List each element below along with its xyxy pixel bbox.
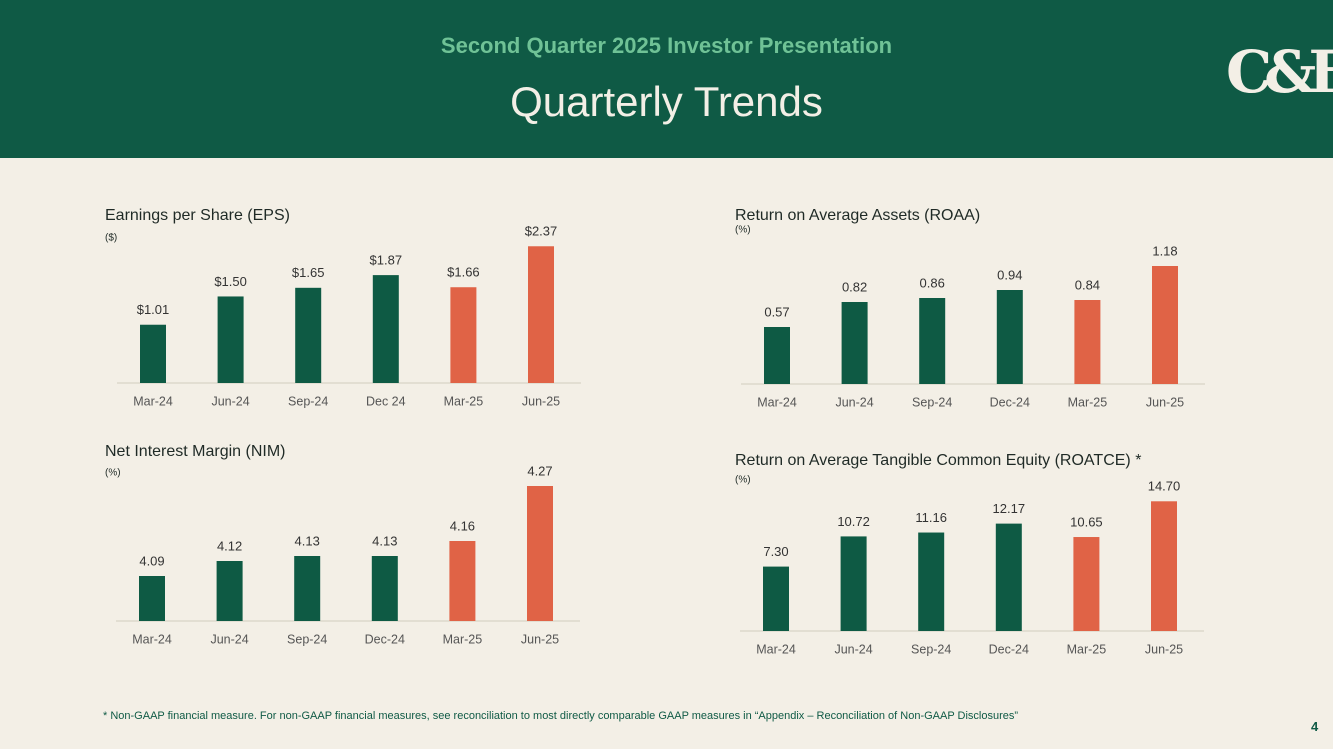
value-label: 10.72 bbox=[837, 514, 870, 529]
bar bbox=[1073, 537, 1100, 631]
chart-title: Net Interest Margin (NIM) bbox=[105, 443, 285, 460]
value-label: 0.86 bbox=[920, 275, 945, 290]
chart-title: Return on Average Tangible Common Equity… bbox=[735, 452, 1141, 469]
bar bbox=[1074, 300, 1101, 384]
chart-unit: (%) bbox=[735, 225, 751, 236]
x-tick-label: Mar-24 bbox=[132, 632, 172, 646]
value-label: $1.50 bbox=[214, 274, 247, 289]
value-label: 4.13 bbox=[295, 533, 320, 548]
bar bbox=[371, 556, 398, 621]
bar bbox=[841, 302, 868, 384]
x-tick-label: Jun-25 bbox=[522, 394, 560, 408]
value-label: $2.37 bbox=[525, 224, 558, 239]
header-subtitle: Second Quarter 2025 Investor Presentatio… bbox=[440, 33, 893, 58]
value-label: 7.30 bbox=[763, 544, 788, 559]
x-tick-label: Dec-24 bbox=[990, 395, 1030, 409]
x-tick-label: Mar-25 bbox=[444, 394, 484, 408]
value-label: $1.87 bbox=[370, 253, 403, 268]
bar bbox=[294, 556, 321, 621]
chart-unit: (%) bbox=[105, 468, 121, 479]
bar bbox=[840, 536, 867, 631]
footnote: * Non-GAAP financial measure. For non-GA… bbox=[103, 710, 1019, 722]
x-tick-label: Sep-24 bbox=[911, 642, 951, 656]
x-tick-label: Mar-25 bbox=[443, 632, 483, 646]
value-label: 4.12 bbox=[217, 538, 242, 553]
bar bbox=[528, 246, 554, 383]
x-tick-label: Dec-24 bbox=[365, 632, 405, 646]
bar bbox=[918, 532, 945, 631]
bar bbox=[764, 327, 790, 384]
value-label: 4.09 bbox=[139, 553, 164, 568]
chart-unit: (%) bbox=[735, 475, 751, 486]
value-label: 0.82 bbox=[842, 279, 867, 294]
x-tick-label: Jun-24 bbox=[210, 632, 248, 646]
value-label: 1.18 bbox=[1152, 243, 1177, 258]
bar bbox=[216, 561, 243, 621]
x-tick-label: Jun-25 bbox=[1146, 395, 1184, 409]
bar bbox=[919, 298, 946, 384]
chart-title: Return on Average Assets (ROAA) bbox=[735, 207, 980, 224]
value-label: 10.65 bbox=[1070, 514, 1103, 529]
bar bbox=[995, 523, 1022, 631]
value-label: 12.17 bbox=[993, 501, 1026, 516]
bar bbox=[450, 287, 477, 383]
x-tick-label: Jun-24 bbox=[211, 394, 249, 408]
bar bbox=[1151, 501, 1177, 631]
header-band bbox=[0, 0, 1333, 158]
value-label: $1.65 bbox=[292, 265, 325, 280]
bar bbox=[763, 566, 789, 631]
value-label: 0.84 bbox=[1075, 277, 1100, 292]
value-label: 0.94 bbox=[997, 267, 1022, 282]
bar bbox=[217, 296, 244, 383]
header-title: Quarterly Trends bbox=[510, 78, 823, 125]
bar bbox=[996, 290, 1023, 384]
x-tick-label: Mar-25 bbox=[1068, 395, 1108, 409]
x-tick-label: Sep-24 bbox=[288, 394, 328, 408]
bar bbox=[527, 486, 553, 621]
x-tick-label: Jun-25 bbox=[521, 632, 559, 646]
value-label: $1.01 bbox=[137, 302, 170, 317]
value-label: 0.57 bbox=[764, 304, 789, 319]
x-tick-label: Sep-24 bbox=[287, 632, 327, 646]
value-label: $1.66 bbox=[447, 265, 480, 280]
x-tick-label: Mar-24 bbox=[757, 395, 797, 409]
value-label: 11.16 bbox=[915, 510, 947, 525]
bar bbox=[140, 324, 166, 383]
value-label: 4.16 bbox=[450, 518, 475, 533]
bar bbox=[139, 576, 165, 621]
x-tick-label: Dec-24 bbox=[989, 642, 1029, 656]
value-label: 4.13 bbox=[372, 533, 397, 548]
chart-title: Earnings per Share (EPS) bbox=[105, 207, 290, 224]
x-tick-label: Jun-24 bbox=[834, 642, 872, 656]
x-tick-label: Jun-24 bbox=[835, 395, 873, 409]
value-label: 14.70 bbox=[1148, 479, 1181, 494]
bar bbox=[1152, 266, 1178, 384]
bar bbox=[372, 275, 399, 383]
value-label: 4.27 bbox=[527, 463, 552, 478]
x-tick-label: Mar-25 bbox=[1067, 642, 1107, 656]
logo: C&F bbox=[1226, 38, 1333, 106]
x-tick-label: Mar-24 bbox=[133, 394, 173, 408]
x-tick-label: Sep-24 bbox=[912, 395, 952, 409]
x-tick-label: Mar-24 bbox=[756, 642, 796, 656]
x-tick-label: Jun-25 bbox=[1145, 642, 1183, 656]
x-tick-label: Dec 24 bbox=[366, 394, 406, 408]
bar bbox=[295, 287, 322, 383]
chart-unit: ($) bbox=[105, 233, 117, 244]
page-number: 4 bbox=[1311, 719, 1319, 734]
bar bbox=[449, 541, 476, 621]
